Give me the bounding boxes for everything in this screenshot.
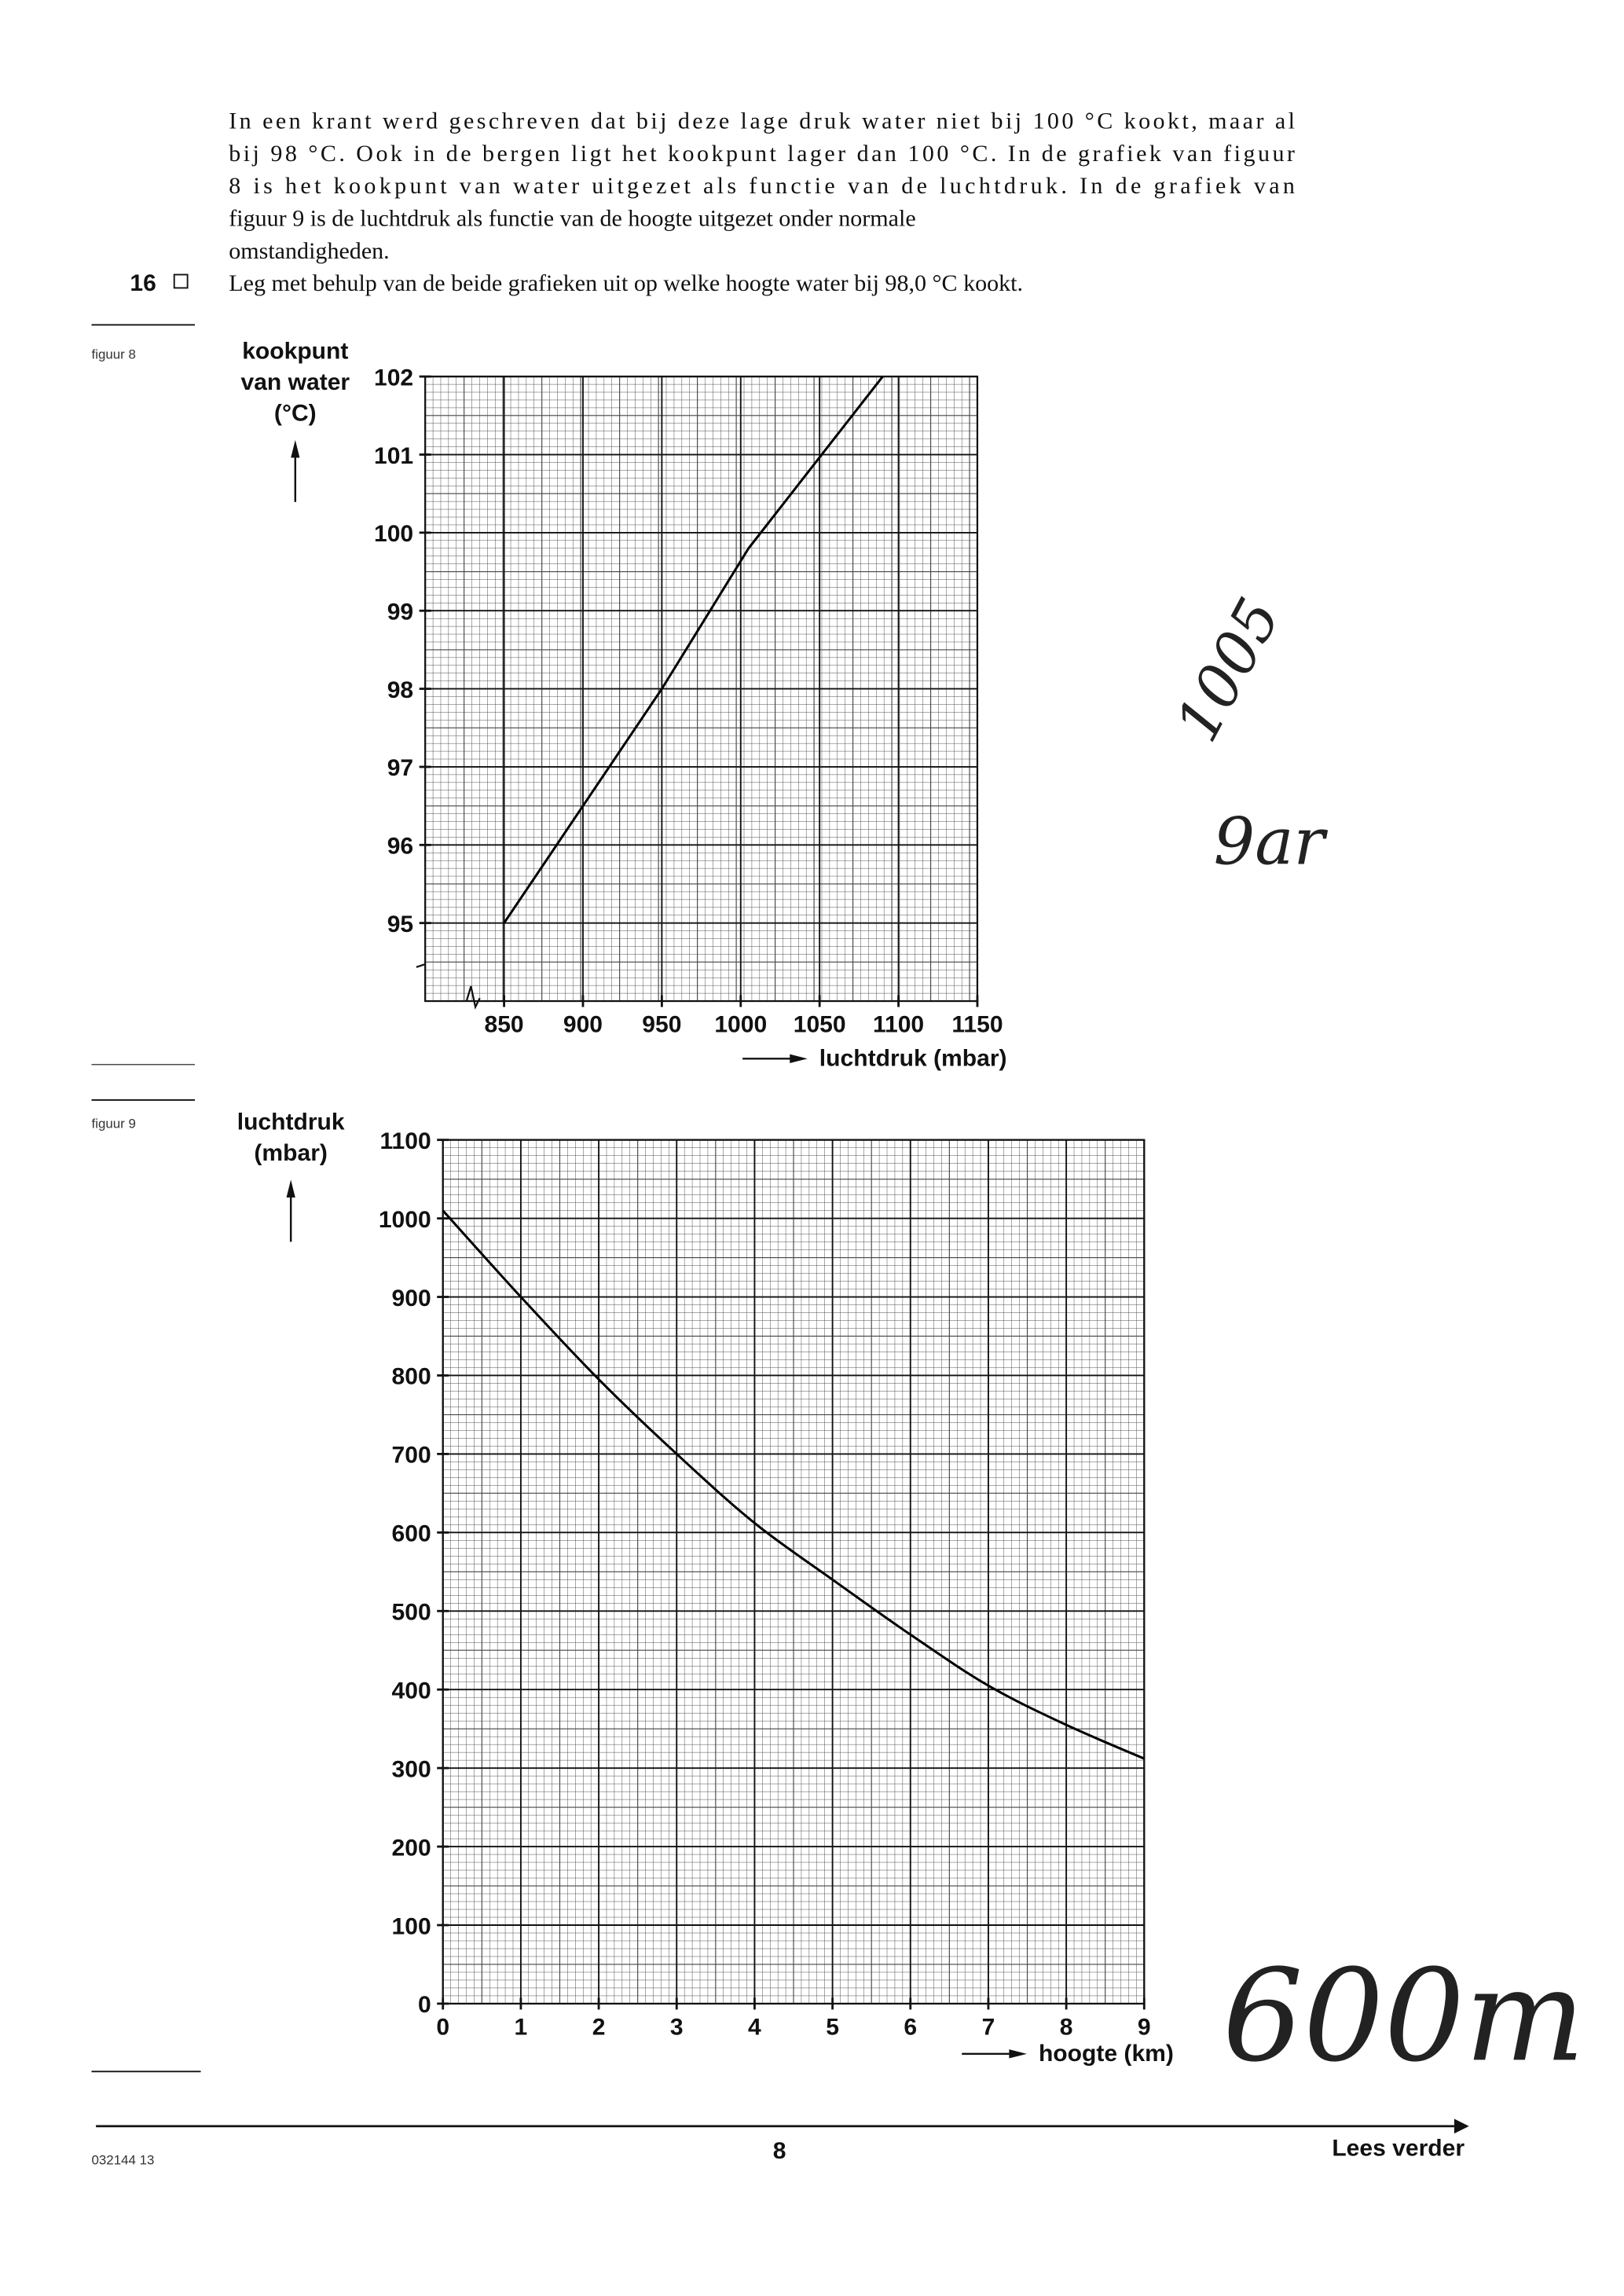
x-tick-label: 6 (904, 2014, 917, 2040)
y-axis-label: kookpunt (242, 339, 348, 365)
y-tick-label: 1000 (379, 1207, 431, 1233)
lees-verder: Lees verder (1332, 2135, 1465, 2161)
handwriting: 1005 (1162, 587, 1294, 752)
y-tick-label: 98 (387, 677, 413, 703)
x-axis-label: hoogte (km) (1039, 2041, 1174, 2067)
y-tick-label: 700 (392, 1443, 431, 1469)
y-tick-label: 100 (392, 1913, 431, 1939)
y-tick-label: 1100 (380, 1128, 431, 1154)
checkbox (173, 273, 189, 289)
figure-label: figuur 8 (92, 347, 136, 362)
handwriting: 9ar (1214, 804, 1329, 879)
x-tick-label: 950 (642, 1011, 681, 1037)
x-tick-label: 1150 (951, 1011, 1003, 1037)
paragraph-line: figuur 9 is de luchtdruk als functie van… (229, 205, 915, 232)
y-tick-label: 600 (392, 1521, 431, 1547)
y-label-arrowhead (291, 439, 300, 458)
axis-break (416, 963, 481, 1010)
y-tick-label: 500 (392, 1600, 431, 1626)
footer-arrow (1454, 2118, 1469, 2134)
y-tick-label: 300 (392, 1756, 431, 1782)
x-tick-label: 1100 (873, 1011, 924, 1037)
x-tick-label: 0 (436, 2014, 449, 2040)
paragraph-line: 8 is het kookpunt van water uitgezet als… (229, 172, 1295, 199)
question: Leg met behulp van de beide grafieken ui… (229, 270, 1023, 296)
y-tick-label: 200 (392, 1835, 431, 1861)
x-tick-label: 1 (515, 2014, 528, 2040)
y-tick-label: 99 (387, 600, 413, 625)
y-tick-label: 900 (392, 1286, 431, 1311)
x-tick-label: 7 (982, 2014, 995, 2040)
x-tick-label: 5 (826, 2014, 839, 2040)
x-tick-label: 2 (592, 2014, 606, 2040)
y-axis-label: (mbar) (254, 1140, 328, 1166)
x-tick-label: 3 (670, 2014, 684, 2040)
y-tick-label: 400 (392, 1678, 431, 1704)
x-label-arrowhead (1009, 2049, 1027, 2059)
x-tick-label: 1000 (714, 1011, 767, 1037)
question-number: 16 (130, 270, 156, 296)
x-axis-label: luchtdruk (mbar) (819, 1046, 1007, 1072)
x-tick-label: 9 (1138, 2014, 1151, 2040)
y-axis-label: luchtdruk (237, 1109, 345, 1135)
y-tick-label: 800 (392, 1364, 431, 1390)
paragraph-line: omstandigheden. (229, 237, 389, 264)
figure-label: figuur 9 (92, 1117, 136, 1131)
y-axis-label: van water (241, 369, 350, 395)
x-tick-label: 4 (748, 2014, 761, 2040)
data-line (442, 1209, 1145, 1760)
y-tick-label: 97 (387, 755, 413, 781)
y-axis-label: (°C) (274, 401, 317, 427)
y-label-arrowhead (286, 1179, 295, 1198)
y-tick-label: 0 (418, 1992, 431, 2018)
y-tick-label: 95 (387, 911, 413, 937)
y-tick-label: 102 (374, 365, 413, 391)
data-line (503, 376, 884, 924)
y-tick-label: 100 (374, 521, 413, 547)
paragraph: In een krant werd geschreven dat bij dez… (229, 107, 1295, 263)
paragraph-line: bij 98 °C. Ook in de bergen ligt het koo… (229, 140, 1295, 167)
paragraph-line: In een krant werd geschreven dat bij dez… (229, 107, 1295, 134)
handwriting: 600m (1223, 1942, 1586, 2090)
footer-code: 032144 13 (92, 2153, 155, 2168)
x-tick-label: 8 (1060, 2014, 1073, 2040)
y-tick-label: 101 (374, 443, 413, 469)
x-tick-label: 900 (563, 1011, 603, 1037)
x-tick-label: 1050 (794, 1011, 846, 1037)
x-tick-label: 850 (485, 1011, 524, 1037)
x-label-arrowhead (790, 1054, 808, 1063)
page-number: 8 (773, 2138, 786, 2164)
y-tick-label: 96 (387, 834, 413, 860)
